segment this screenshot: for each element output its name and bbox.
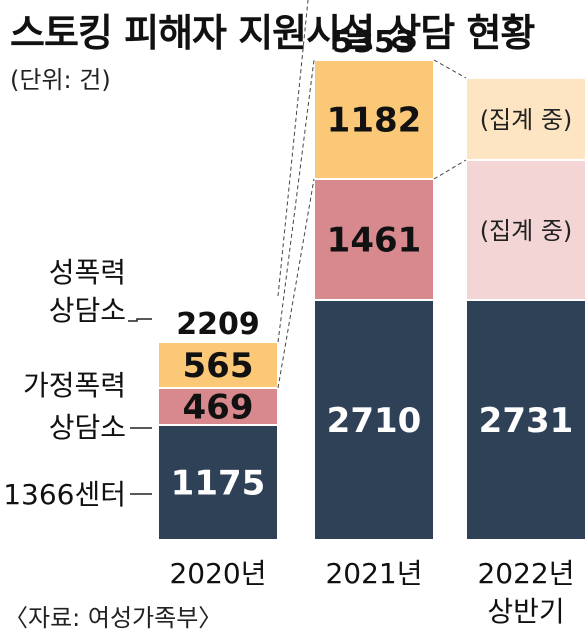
connector-line: [277, 59, 315, 343]
bar-seg-1366-0: [157, 424, 279, 541]
unit-note: (단위: 건): [10, 66, 111, 94]
legend-1366: 1366센터: [3, 478, 126, 511]
legend-domestic: 가정폭력: [23, 369, 126, 402]
bar-seg-domestic-1: [313, 178, 435, 301]
bar-seg-sexual-1: [313, 59, 435, 180]
value-label: 1182: [327, 101, 422, 141]
chart-title: 스토킹 피해자 지원시설 상담 현황: [10, 11, 535, 55]
legend-sexual: 성폭력: [49, 256, 126, 289]
value-label: 1175: [171, 464, 266, 504]
bar-seg-sexual-0: [157, 341, 279, 389]
pending-label: (집계 중): [480, 217, 573, 245]
legend-domestic: 상담소: [49, 411, 126, 444]
connector-line: [277, 0, 309, 297]
bar-seg-domestic-2: [465, 159, 587, 301]
bar-seg-domestic-0: [157, 387, 279, 426]
x-tick-label: 2020년: [169, 557, 266, 590]
source-note: 〈자료: 여성가족부〉: [4, 604, 223, 632]
pending-label: (집계 중): [480, 106, 573, 134]
value-label: 1461: [327, 221, 422, 261]
bar-seg-1366-2: [465, 299, 587, 541]
bar-seg-sexual-2: [465, 77, 587, 161]
x-tick-label: 2021년: [325, 557, 422, 590]
value-label: 565: [183, 346, 254, 386]
connector-line: [433, 59, 467, 79]
value-label: 2710: [327, 401, 422, 441]
value-label: 469: [183, 388, 254, 428]
x-tick-label: 2022년: [477, 557, 574, 590]
total-label: 5353: [332, 25, 416, 60]
x-tick-label: 상반기: [487, 595, 564, 628]
connector-line: [277, 178, 315, 389]
legend-sexual-leader: [128, 318, 152, 322]
total-label: 2209: [176, 307, 260, 342]
value-label: 2731: [479, 401, 574, 441]
legend-sexual: 상담소: [49, 294, 126, 327]
connector-line: [433, 159, 467, 180]
